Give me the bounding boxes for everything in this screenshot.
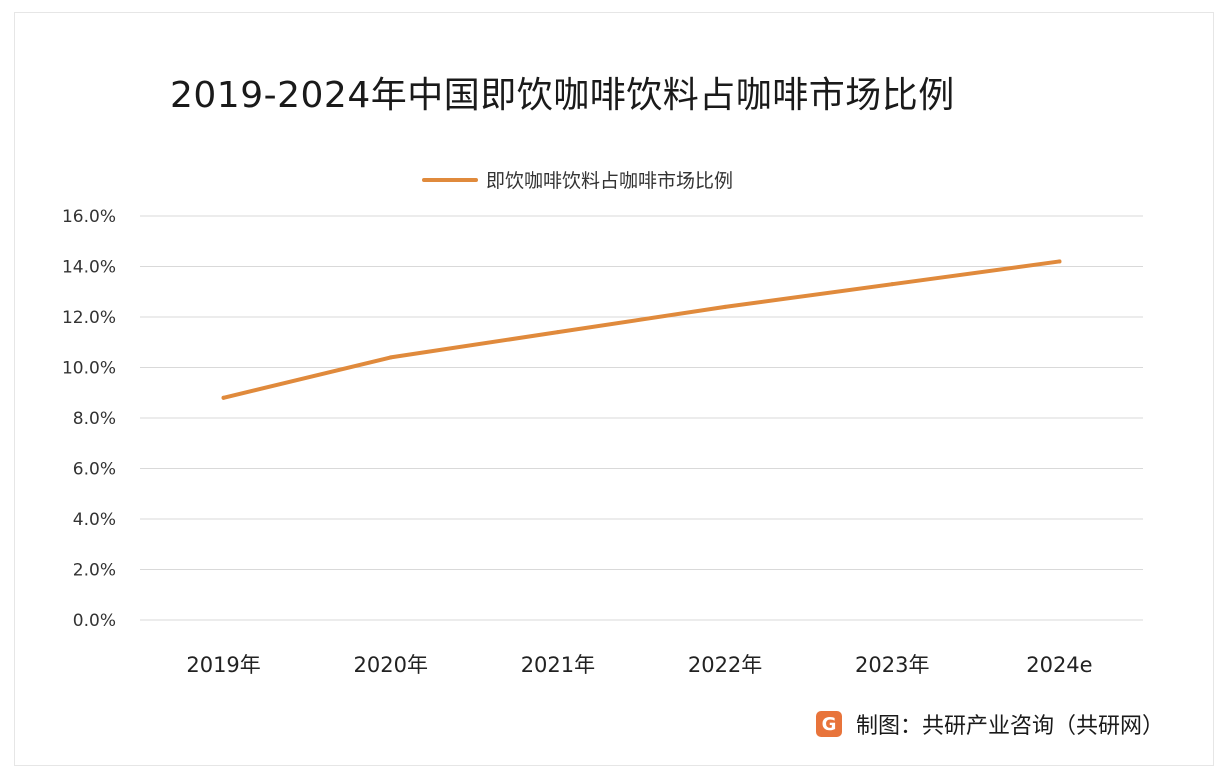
y-tick-label: 0.0% [73,611,116,631]
data-point [555,330,560,335]
x-tick-label: 2020年 [354,653,428,677]
chart-frame [14,12,1214,766]
legend: 即饮咖啡饮料占咖啡市场比例 [422,166,733,193]
y-tick-label: 6.0% [73,460,116,480]
y-tick-label: 14.0% [62,258,116,278]
y-tick-label: 12.0% [62,308,116,328]
source-footer: G 制图：共研产业咨询（共研网） [816,708,1164,740]
y-tick-label: 10.0% [62,359,116,379]
data-point [1057,259,1062,264]
data-point [221,395,226,400]
data-point [890,282,895,287]
y-tick-label: 2.0% [73,561,116,581]
y-tick-label: 4.0% [73,510,116,530]
source-credit: 制图：共研产业咨询（共研网） [856,714,1165,739]
x-tick-label: 2024e [1026,653,1092,677]
legend-swatch [422,177,478,182]
data-point [723,304,728,309]
series-line [221,259,1062,400]
x-tick-label: 2019年 [186,653,260,677]
legend-label: 即饮咖啡饮料占咖啡市场比例 [486,170,734,192]
x-tick-label: 2021年 [521,653,595,677]
data-point [388,355,393,360]
x-tick-label: 2023年 [855,653,929,677]
y-tick-label: 8.0% [73,409,116,429]
y-tick-label: 16.0% [62,207,116,227]
chart-title: 2019-2024年中国即饮咖啡饮料占咖啡市场比例 [170,75,955,116]
x-tick-label: 2022年 [688,653,762,677]
brand-logo-icon: G [816,711,842,737]
